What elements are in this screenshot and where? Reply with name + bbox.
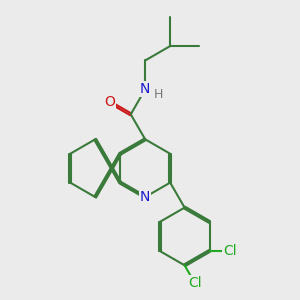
Text: N: N — [140, 82, 150, 96]
Text: Cl: Cl — [223, 244, 237, 258]
Text: H: H — [154, 88, 163, 101]
Text: Cl: Cl — [188, 276, 202, 290]
Text: N: N — [140, 190, 150, 204]
Text: O: O — [104, 95, 115, 109]
